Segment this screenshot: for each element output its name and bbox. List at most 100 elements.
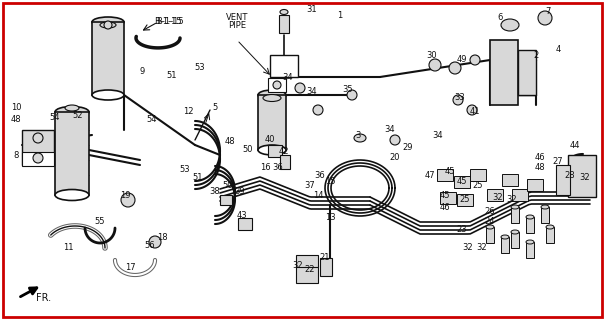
Text: 29: 29 <box>403 143 413 153</box>
Bar <box>437 169 453 181</box>
Text: 31: 31 <box>307 5 317 14</box>
Text: 40: 40 <box>265 135 275 145</box>
Text: 48: 48 <box>535 164 545 172</box>
Text: 38: 38 <box>209 188 220 196</box>
Text: 50: 50 <box>243 146 253 155</box>
Bar <box>546 227 554 243</box>
Text: 48: 48 <box>11 116 21 124</box>
Text: 55: 55 <box>95 218 105 227</box>
Bar <box>279 15 289 33</box>
Bar <box>511 207 519 223</box>
Text: 6: 6 <box>497 13 503 22</box>
Bar <box>527 179 543 191</box>
Text: 1: 1 <box>338 11 342 20</box>
Text: 54: 54 <box>147 116 157 124</box>
Text: 56: 56 <box>145 241 155 250</box>
Ellipse shape <box>486 225 494 229</box>
Text: 32: 32 <box>492 194 503 203</box>
Ellipse shape <box>541 205 549 209</box>
Bar <box>238 218 252 230</box>
Ellipse shape <box>55 107 89 117</box>
Text: 41: 41 <box>469 108 480 116</box>
Bar <box>556 165 570 195</box>
Text: 34: 34 <box>307 87 317 97</box>
Text: 25: 25 <box>473 180 483 189</box>
Circle shape <box>470 55 480 65</box>
Bar <box>92 22 124 95</box>
Text: B-1-15: B-1-15 <box>156 18 184 27</box>
Bar <box>518 50 536 95</box>
Circle shape <box>538 11 552 25</box>
Text: 46: 46 <box>535 154 545 163</box>
Bar <box>541 207 549 223</box>
Bar <box>296 255 318 267</box>
Text: 17: 17 <box>125 263 136 273</box>
Ellipse shape <box>501 19 519 31</box>
Ellipse shape <box>280 10 288 14</box>
Text: 32: 32 <box>477 244 487 252</box>
Text: 51: 51 <box>193 173 203 182</box>
Text: 49: 49 <box>457 55 467 65</box>
Text: 20: 20 <box>390 154 401 163</box>
Text: 53: 53 <box>180 165 191 174</box>
Text: 53: 53 <box>195 63 205 73</box>
Text: PIPE: PIPE <box>228 21 246 30</box>
Circle shape <box>121 193 135 207</box>
Bar <box>486 227 494 243</box>
Text: 21: 21 <box>320 253 330 262</box>
Text: 34: 34 <box>283 74 293 83</box>
Bar <box>440 192 456 204</box>
Bar <box>501 237 509 253</box>
Text: 32: 32 <box>507 196 517 204</box>
Text: FR.: FR. <box>36 293 51 303</box>
Text: 23: 23 <box>457 226 467 235</box>
Bar <box>470 169 486 181</box>
Text: 51: 51 <box>167 70 177 79</box>
Ellipse shape <box>100 22 116 28</box>
Bar <box>487 189 503 201</box>
Text: 36: 36 <box>273 164 283 172</box>
Bar <box>526 242 534 258</box>
Ellipse shape <box>92 17 124 27</box>
Text: 12: 12 <box>183 108 193 116</box>
Text: 19: 19 <box>120 190 130 199</box>
Ellipse shape <box>511 230 519 234</box>
Ellipse shape <box>258 145 286 155</box>
Text: 44: 44 <box>570 140 580 149</box>
Ellipse shape <box>511 205 519 209</box>
Text: 34: 34 <box>433 131 443 140</box>
Bar <box>512 189 528 201</box>
Ellipse shape <box>546 225 554 229</box>
Ellipse shape <box>526 240 534 244</box>
Circle shape <box>295 83 305 93</box>
Circle shape <box>390 135 400 145</box>
Text: 33: 33 <box>454 93 465 102</box>
Bar <box>22 152 54 166</box>
Bar <box>220 195 232 205</box>
Ellipse shape <box>263 94 281 101</box>
Text: 24: 24 <box>485 218 495 227</box>
Text: 52: 52 <box>73 110 83 119</box>
Text: 32: 32 <box>463 244 473 252</box>
Text: 47: 47 <box>425 171 436 180</box>
Text: 54: 54 <box>50 114 60 123</box>
Circle shape <box>467 105 477 115</box>
Text: 13: 13 <box>325 213 335 222</box>
Text: 30: 30 <box>427 51 437 60</box>
Text: 48: 48 <box>224 138 235 147</box>
Text: 2: 2 <box>534 51 538 60</box>
Text: 35: 35 <box>342 85 353 94</box>
Bar <box>457 194 473 206</box>
Text: VENT: VENT <box>226 13 248 22</box>
Ellipse shape <box>354 134 366 142</box>
Circle shape <box>313 105 323 115</box>
Text: 9: 9 <box>139 68 145 76</box>
Ellipse shape <box>92 90 124 100</box>
Circle shape <box>449 62 461 74</box>
Bar <box>296 265 318 283</box>
Bar <box>270 55 298 77</box>
Circle shape <box>347 90 357 100</box>
Text: 45: 45 <box>457 178 467 187</box>
Ellipse shape <box>55 189 89 201</box>
Text: 45: 45 <box>445 167 455 177</box>
